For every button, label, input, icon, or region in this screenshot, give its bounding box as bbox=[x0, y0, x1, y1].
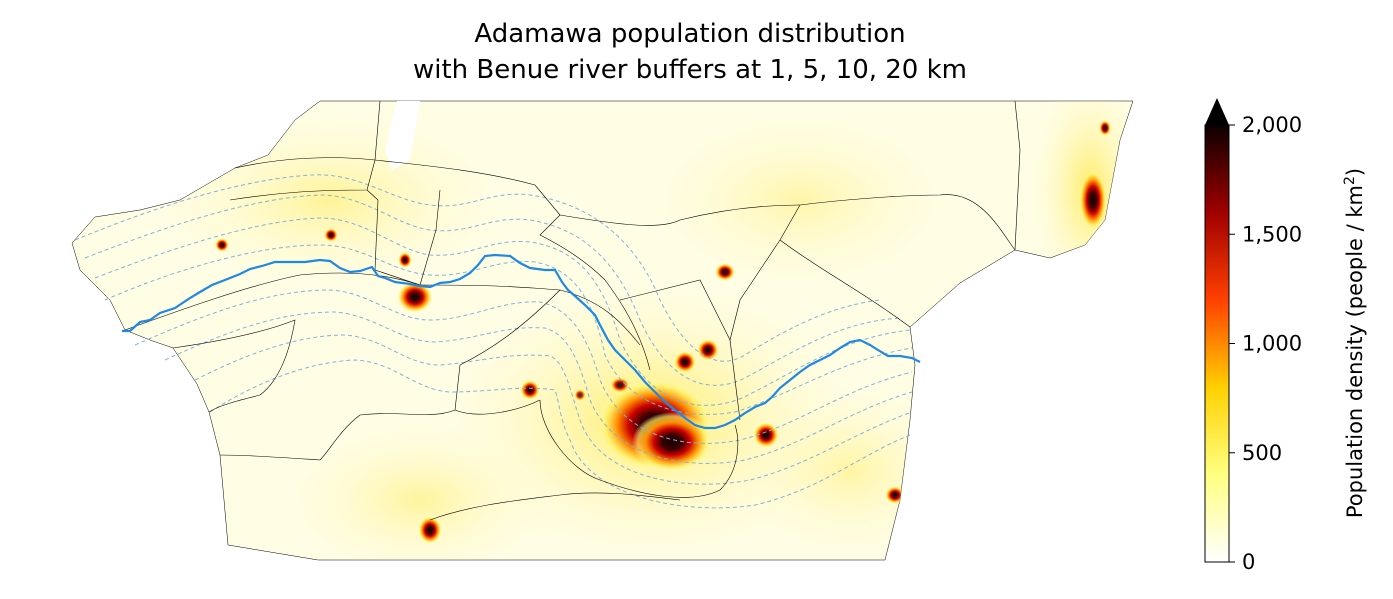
colorbar-tick-label: 2,000 bbox=[1242, 113, 1302, 137]
colorbar-gradient bbox=[1204, 124, 1230, 563]
buffer-north-1 bbox=[74, 174, 881, 362]
buffer-south-2 bbox=[164, 311, 913, 464]
buffer-south-1 bbox=[134, 289, 913, 444]
chart-title: Adamawa population distribution with Ben… bbox=[240, 16, 1140, 88]
buffer-north-4 bbox=[104, 244, 913, 415]
colorbar-tick-label: 1,500 bbox=[1242, 222, 1302, 246]
chart-title-line1: Adamawa population distribution bbox=[474, 19, 906, 49]
lga-boundaries bbox=[124, 100, 1021, 521]
benue-river bbox=[122, 253, 921, 430]
buffer-south-3 bbox=[194, 334, 913, 485]
buffer-south-4 bbox=[209, 359, 911, 509]
buffer-north-2 bbox=[84, 194, 901, 386]
colorbar-tick-label: 0 bbox=[1242, 550, 1255, 574]
buffer-north-3 bbox=[94, 217, 911, 406]
colorbar-label: Population density (people / km2) bbox=[1342, 168, 1367, 518]
colorbar-tick-label: 1,000 bbox=[1242, 332, 1302, 356]
river-buffers bbox=[74, 174, 913, 509]
colorbar-extend-arrow bbox=[1205, 98, 1229, 125]
colorbar-tick-label: 500 bbox=[1242, 441, 1282, 465]
chart-title-line2: with Benue river buffers at 1, 5, 10, 20… bbox=[413, 55, 967, 85]
